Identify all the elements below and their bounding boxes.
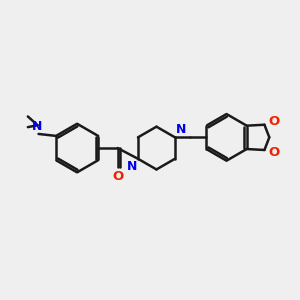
Text: N: N bbox=[127, 160, 137, 173]
Text: N: N bbox=[32, 120, 43, 133]
Text: N: N bbox=[176, 123, 186, 136]
Text: O: O bbox=[112, 170, 123, 183]
Text: O: O bbox=[268, 146, 280, 159]
Text: O: O bbox=[268, 115, 280, 128]
